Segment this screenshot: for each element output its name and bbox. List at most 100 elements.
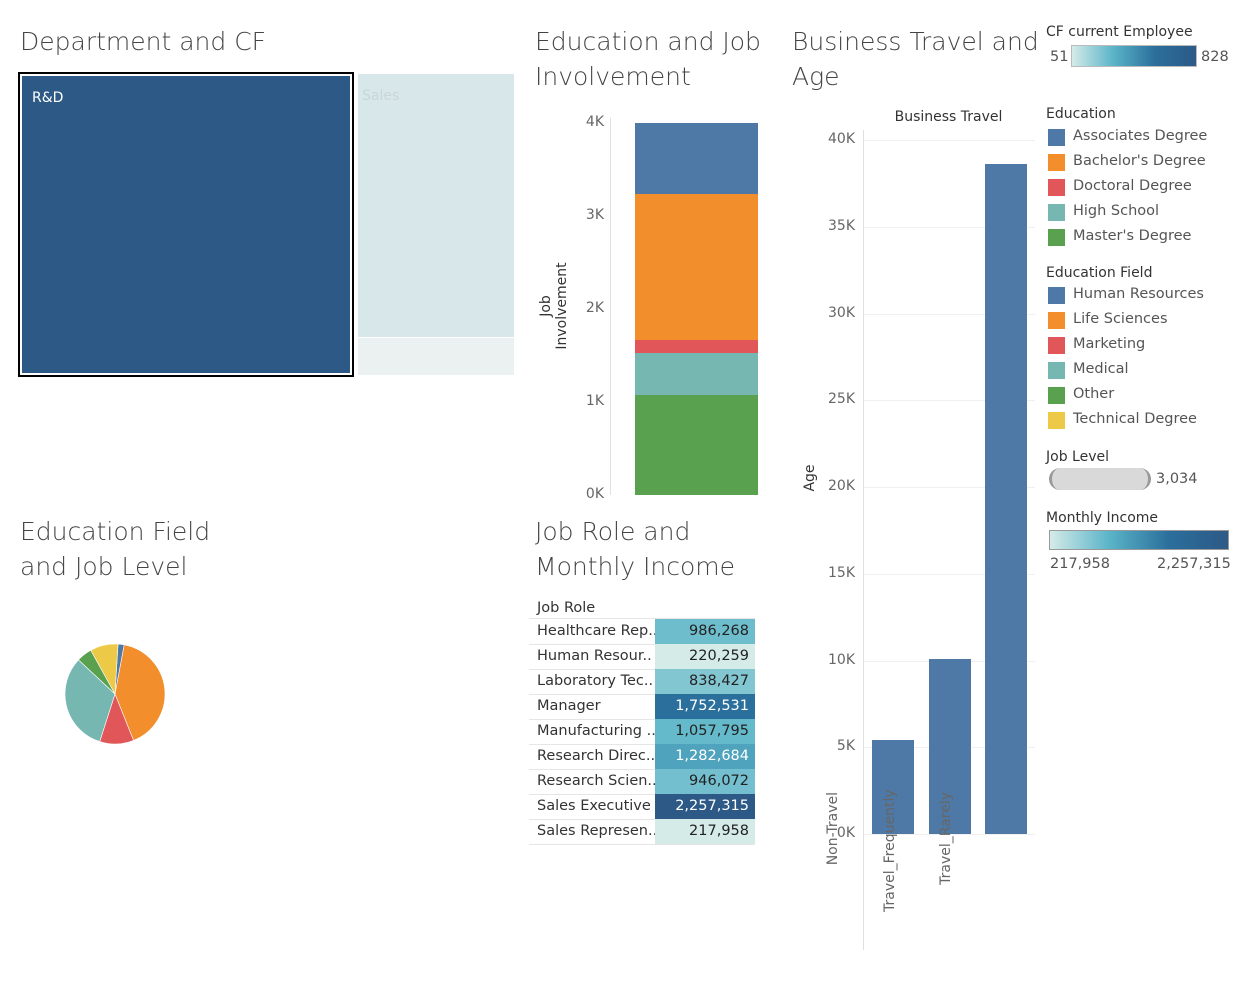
education-legend-item[interactable]: Master's Degree: [1048, 228, 1243, 248]
edu-job-bar-segment[interactable]: [635, 352, 758, 395]
edu-job-bar-segment[interactable]: [635, 394, 758, 495]
edu-job-bar-segment[interactable]: [635, 193, 758, 340]
legend-label: Other: [1073, 386, 1115, 402]
edu-job-chart: Job Involvement 0K 1K 2K 3K 4K: [538, 105, 780, 505]
legend-label: Medical: [1073, 361, 1129, 377]
monthly-income-value: 217,958: [689, 823, 749, 839]
legend-swatch: [1048, 362, 1065, 379]
travel-age-bar[interactable]: [985, 164, 1027, 834]
edu-job-ytick: 3K: [585, 207, 604, 223]
job-role-name: Research Scien..: [537, 773, 657, 789]
education-legend-item[interactable]: Bachelor's Degree: [1048, 153, 1243, 173]
edu-job-ytick: 2K: [585, 300, 604, 316]
treemap-rect-sales[interactable]: Sales: [358, 74, 514, 337]
job-role-row[interactable]: Research Direc.. 1,282,684: [529, 744, 755, 770]
travel-age-gridline: [864, 573, 1035, 575]
role-income-title: Job Role and Monthly Income: [535, 517, 736, 581]
travel-age-chart: Business Travel Age 0K 5K 10K 15K 20K 25K 30K 3…: [795, 105, 1040, 985]
income-legend-min: 217,958: [1050, 556, 1110, 572]
education-legend-item[interactable]: Doctoral Degree: [1048, 178, 1243, 198]
legend-swatch: [1048, 312, 1065, 329]
job-role-name: Research Direc..: [537, 748, 656, 764]
job-role-row[interactable]: Research Scien.. 946,072: [529, 769, 755, 795]
monthly-income-cell[interactable]: 1,057,795: [655, 719, 755, 744]
dept-cf-title: Department and CF: [20, 27, 267, 56]
travel-age-gridline: [864, 140, 1035, 141]
edu-field-legend-item[interactable]: Human Resources: [1048, 286, 1243, 306]
treemap-rect-rd[interactable]: R&D: [18, 72, 354, 377]
job-role-row[interactable]: Sales Executive 2,257,315: [529, 794, 755, 820]
edu-field-legend-item[interactable]: Medical: [1048, 361, 1243, 381]
pie-slice[interactable]: [90, 643, 119, 696]
edu-field-legend-item[interactable]: Technical Degree: [1048, 411, 1243, 431]
job-role-row[interactable]: Healthcare Rep.. 986,268: [529, 619, 755, 645]
monthly-income-value: 838,427: [689, 673, 749, 689]
travel-age-bar[interactable]: [929, 658, 971, 834]
travel-age-xtick: Travel_Rarely: [938, 792, 954, 885]
job-role-header: Job Role: [537, 600, 596, 616]
treemap-rect-small[interactable]: [358, 338, 514, 375]
legend-label: Life Sciences: [1073, 311, 1168, 327]
job-role-name: Human Resour..: [537, 648, 652, 664]
job-role-name: Sales Executive: [537, 798, 651, 814]
job-role-name: Healthcare Rep..: [537, 623, 658, 639]
travel-age-xtick: Non-Travel: [825, 792, 841, 866]
legend-swatch: [1048, 287, 1065, 304]
legend-label: Technical Degree: [1073, 411, 1197, 427]
edu-field-legend-item[interactable]: Other: [1048, 386, 1243, 406]
job-role-row[interactable]: Laboratory Tec.. 838,427: [529, 669, 755, 695]
treemap-chart[interactable]: R&D Sales: [18, 72, 516, 377]
legend-swatch: [1048, 179, 1065, 196]
travel-age-ytick: 0K: [836, 825, 855, 841]
legend-label: Human Resources: [1073, 286, 1204, 302]
job-role-row[interactable]: Manager 1,752,531: [529, 694, 755, 720]
monthly-income-cell[interactable]: 217,958: [655, 819, 755, 844]
field-level-title: Education Field and Job Level: [20, 517, 211, 581]
edu-job-title: Education and Job Involvement: [535, 27, 761, 91]
edu-field-legend-item[interactable]: Life Sciences: [1048, 311, 1243, 331]
legend-swatch: [1048, 204, 1065, 221]
monthly-income-cell[interactable]: 838,427: [655, 669, 755, 694]
field-level-pie[interactable]: [60, 640, 170, 750]
job-level-legend-max: 3,034: [1156, 471, 1198, 487]
income-legend-ramp: [1049, 530, 1229, 550]
monthly-income-cell[interactable]: 2,257,315: [655, 794, 755, 819]
job-role-row[interactable]: Human Resour.. 220,259: [529, 644, 755, 670]
travel-age-ytick: 5K: [836, 738, 855, 755]
travel-age-ytick: 25K: [828, 391, 855, 408]
edu-field-legend-title: Education Field: [1046, 265, 1153, 281]
monthly-income-value: 946,072: [689, 773, 749, 789]
monthly-income-cell[interactable]: 1,282,684: [655, 744, 755, 769]
monthly-income-value: 986,268: [689, 623, 749, 639]
job-level-legend-range: [1049, 468, 1151, 490]
edu-job-axis: [610, 118, 611, 495]
education-legend-item[interactable]: Associates Degree: [1048, 128, 1243, 148]
monthly-income-value: 1,282,684: [675, 748, 749, 764]
travel-age-axis: [863, 130, 864, 950]
edu-field-legend-item[interactable]: Marketing: [1048, 336, 1243, 356]
edu-job-ytick: 4K: [585, 114, 604, 130]
income-legend-max: 2,257,315: [1157, 556, 1231, 572]
travel-age-ytick: 35K: [828, 217, 855, 234]
legend-swatch: [1048, 129, 1065, 146]
cf-legend-min: 51: [1050, 49, 1069, 65]
job-role-row[interactable]: Sales Represen.. 217,958: [529, 819, 755, 845]
travel-age-ytick: 20K: [828, 478, 855, 494]
travel-age-bar[interactable]: [872, 740, 914, 834]
education-legend-item[interactable]: High School: [1048, 203, 1243, 223]
edu-job-bar-segment[interactable]: [635, 123, 758, 194]
legend-label: Marketing: [1073, 336, 1146, 352]
pie-slice[interactable]: [114, 644, 166, 741]
monthly-income-cell[interactable]: 946,072: [655, 769, 755, 794]
monthly-income-cell[interactable]: 986,268: [655, 619, 755, 644]
monthly-income-cell[interactable]: 220,259: [655, 644, 755, 669]
legend-swatch: [1048, 337, 1065, 354]
pie-slice[interactable]: [64, 659, 116, 742]
monthly-income-value: 1,752,531: [675, 698, 749, 714]
monthly-income-cell[interactable]: 1,752,531: [655, 694, 755, 719]
travel-age-gridline: [864, 834, 1035, 835]
job-role-row[interactable]: Manufacturing .. 1,057,795: [529, 719, 755, 745]
job-role-name: Sales Represen..: [537, 823, 658, 839]
edu-job-bar-segment[interactable]: [635, 339, 758, 353]
legend-label: Associates Degree: [1073, 128, 1208, 144]
